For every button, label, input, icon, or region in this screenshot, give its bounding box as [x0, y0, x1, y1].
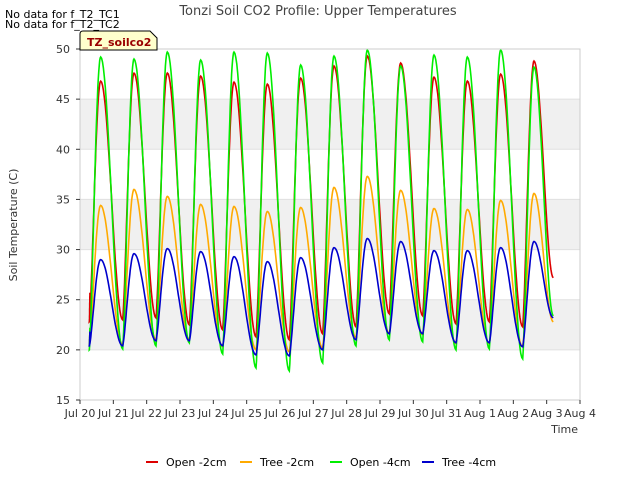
x-tick-label-10: Jul 30 — [397, 407, 429, 420]
legend-label-2: Open -4cm — [350, 456, 411, 469]
x-tick-label-12: Aug 1 — [464, 407, 496, 420]
x-tick-label-3: Jul 23 — [164, 407, 196, 420]
legend: Open -2cm Tree -2cm Open -4cm Tree -4cm — [146, 456, 496, 469]
x-tick-label-11: Jul 31 — [430, 407, 462, 420]
legend-label-1: Tree -2cm — [259, 456, 314, 469]
no-data-message-2: No data for f_T2_TC2 — [5, 18, 120, 31]
x-tick-label-6: Jul 26 — [264, 407, 296, 420]
x-tick-label-9: Jul 29 — [364, 407, 396, 420]
tag-box: TZ_soilco2 — [79, 30, 158, 51]
y-axis-label: Soil Temperature (C) — [7, 169, 20, 282]
y-tick-label-5: 40 — [56, 143, 70, 156]
y-tick-label-3: 30 — [56, 244, 70, 257]
y-tick-label-2: 25 — [56, 294, 70, 307]
y-tick-label-7: 50 — [56, 43, 70, 56]
x-tick-label-8: Jul 28 — [330, 407, 362, 420]
x-tick-label-15: Aug 4 — [564, 407, 596, 420]
series-layer — [88, 48, 554, 374]
y-axis-ticks: 15 20 25 30 35 40 45 50 — [56, 43, 80, 407]
y-tick-label-4: 35 — [56, 193, 70, 206]
no-data-messages: No data for f_T2_TC1 No data for f_T2_TC… — [5, 8, 120, 31]
y-tick-label-6: 45 — [56, 93, 70, 106]
tag-label: TZ_soilco2 — [87, 36, 151, 49]
chart-title: Tonzi Soil CO2 Profile: Upper Temperatur… — [178, 4, 457, 19]
legend-label-0: Open -2cm — [166, 456, 227, 469]
x-tick-label-2: Jul 22 — [130, 407, 162, 420]
x-tick-label-0: Jul 20 — [64, 407, 96, 420]
no-data-message-1: No data for f_T2_TC1 — [5, 8, 120, 21]
series-line-3 — [88, 237, 554, 358]
x-tick-label-14: Aug 3 — [531, 407, 563, 420]
x-tick-label-7: Jul 27 — [297, 407, 329, 420]
y-tick-label-0: 15 — [56, 394, 70, 407]
x-axis-label: Time — [550, 423, 578, 436]
tag-box-shape — [79, 30, 158, 51]
legend-label-3: Tree -4cm — [441, 456, 496, 469]
series-line-2 — [88, 48, 554, 374]
x-axis-ticks: Jul 20 Jul 21 Jul 22 Jul 23 Jul 24 Jul 25 Jul … — [64, 400, 596, 420]
y-tick-label-1: 20 — [56, 344, 70, 357]
band-0 — [80, 299, 580, 350]
x-tick-label-1: Jul 21 — [97, 407, 129, 420]
x-tick-label-13: Aug 2 — [497, 407, 529, 420]
plot-frame — [79, 48, 581, 401]
x-tick-label-4: Jul 24 — [197, 407, 229, 420]
x-tick-label-5: Jul 25 — [230, 407, 262, 420]
